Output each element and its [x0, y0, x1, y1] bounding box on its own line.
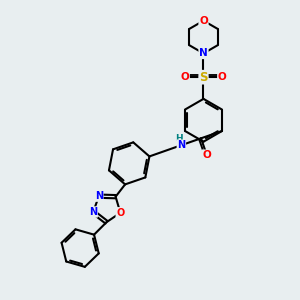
Text: N: N [199, 48, 208, 59]
Text: O: O [218, 72, 226, 82]
Text: N: N [95, 191, 103, 201]
Text: O: O [116, 208, 124, 218]
Text: N: N [177, 140, 185, 150]
Text: O: O [202, 150, 211, 160]
Text: O: O [180, 72, 189, 82]
Text: H: H [175, 134, 183, 143]
Text: O: O [199, 16, 208, 26]
Text: S: S [199, 71, 208, 84]
Text: N: N [89, 207, 97, 217]
